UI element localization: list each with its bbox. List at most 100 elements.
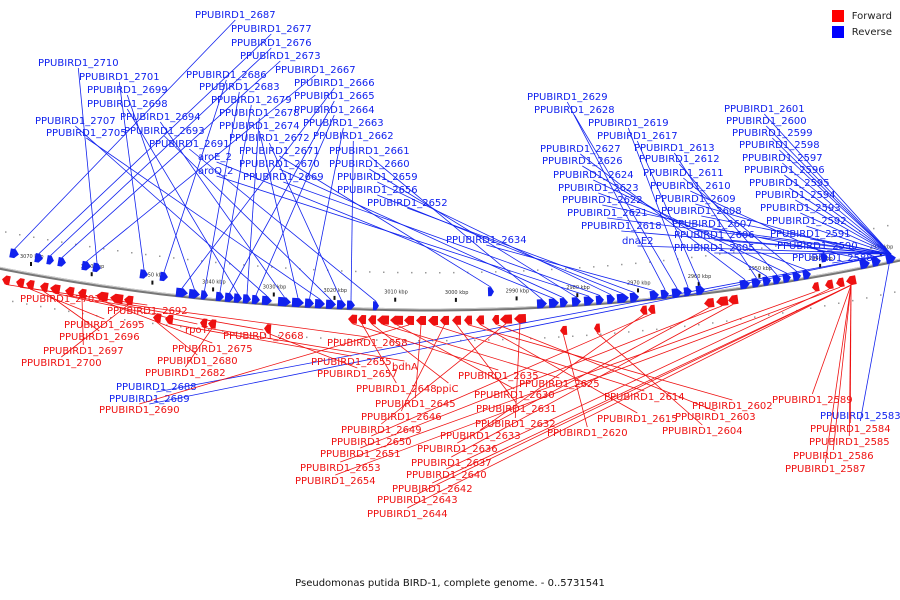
forward-gene-arrow	[825, 279, 834, 290]
leader-line	[181, 87, 335, 289]
leader-line	[789, 187, 892, 255]
reverse-gene-label: PPUBIRD1_2594	[755, 190, 836, 201]
dot-mark	[145, 253, 147, 256]
dot-mark	[537, 269, 539, 271]
forward-gene-arrow	[492, 314, 500, 325]
dot-mark	[453, 271, 455, 274]
leader-line	[204, 91, 240, 291]
forward-gene-arrow	[26, 279, 35, 290]
forward-gene-label: PPUBIRD1_2586	[793, 451, 874, 462]
dot-mark	[117, 250, 119, 252]
dot-mark	[292, 335, 294, 338]
leader-line	[824, 285, 852, 464]
leader-line	[832, 285, 852, 451]
dot-mark	[740, 318, 742, 320]
reverse-gene-label: PPUBIRD1_2595	[749, 178, 830, 189]
leader-line	[86, 137, 321, 300]
reverse-gene-label: PPUBIRD1_2694	[120, 112, 201, 123]
leader-line	[19, 286, 148, 306]
leader-line	[806, 225, 892, 255]
reverse-gene-label: PPUBIRD1_2590	[777, 241, 858, 252]
reverse-gene-label: PPUBIRD1_2634	[446, 235, 527, 246]
leader-line	[14, 19, 236, 250]
reverse-gene-label: PPUBIRD1_2667	[275, 65, 356, 76]
forward-gene-label: PPUBIRD1_2589	[772, 395, 853, 406]
reverse-gene-label: PPUBIRD1_2699	[87, 85, 168, 96]
forward-gene-label: PPUBIRD1_2645	[375, 399, 456, 410]
dot-mark	[579, 267, 581, 269]
reverse-gene-label: PPUBIRD1_2666	[294, 78, 375, 89]
leader-line	[283, 181, 601, 296]
leader-line	[467, 324, 733, 401]
forward-gene-arrow	[846, 275, 857, 286]
leader-line	[279, 155, 492, 288]
reverse-gene-label: PPUBIRD1_2621	[567, 208, 648, 219]
forward-gene-arrow	[704, 297, 715, 308]
forward-gene-label: PPUBIRD1_2649	[341, 425, 422, 436]
dot-mark	[208, 329, 210, 331]
leader-line	[50, 47, 272, 256]
reverse-gene-label: PPUBIRD1_2596	[744, 165, 825, 176]
reverse-gene-label: PPUBIRD1_2592	[766, 216, 847, 227]
reverse-gene-label: PPUBIRD1_2652	[367, 198, 448, 209]
reverse-gene-label: aroQ_2	[198, 166, 233, 177]
dot-mark	[285, 267, 287, 269]
dot-mark	[635, 262, 637, 265]
forward-gene-arrow	[2, 275, 11, 286]
forward-gene-label: PPUBIRD1_2640	[406, 470, 487, 481]
forward-gene-arrow	[836, 277, 845, 288]
forward-gene-label: PPUBIRD1_2587	[785, 464, 866, 475]
leader-line	[573, 114, 678, 289]
forward-gene-arrow	[368, 315, 377, 325]
forward-gene-label: PPUBIRD1_2630	[474, 390, 555, 401]
forward-gene-label: PPUBIRD1_2675	[172, 344, 253, 355]
reverse-gene-label: PPUBIRD1_2607	[672, 219, 753, 230]
dot-mark	[215, 261, 217, 264]
tick-mark	[212, 287, 215, 292]
dot-mark	[502, 338, 504, 341]
forward-gene-arrow	[439, 315, 450, 325]
forward-gene-label: PPUBIRD1_2700	[21, 358, 102, 369]
tick-mark	[90, 272, 93, 277]
leader-line	[714, 239, 892, 255]
reverse-gene-arrow	[251, 294, 260, 305]
forward-gene-label: PPUBIRD1_2637	[411, 458, 492, 469]
leader-line	[598, 192, 808, 271]
leader-line	[627, 127, 689, 288]
reverse-gene-label: PPUBIRD1_2591	[770, 229, 851, 240]
leader-line	[156, 321, 198, 356]
leader-line	[607, 217, 892, 255]
leader-line	[636, 140, 701, 286]
legend-item-reverse: Reverse	[831, 24, 892, 40]
tick-label: 2960 kbp	[688, 274, 712, 280]
dot-mark	[852, 299, 854, 302]
forward-gene-arrow	[514, 313, 527, 324]
forward-gene-arrow	[416, 315, 427, 326]
leader-line	[701, 215, 892, 255]
dot-mark	[250, 332, 252, 335]
forward-gene-label: PPUBIRD1_2642	[392, 484, 473, 495]
dot-mark	[5, 231, 7, 233]
dot-mark	[446, 339, 448, 342]
leader-line	[43, 291, 100, 332]
tick-mark	[819, 263, 822, 268]
leader-line	[335, 286, 841, 476]
dot-mark	[565, 267, 567, 270]
forward-gene-arrow	[358, 314, 367, 325]
dot-mark	[866, 297, 868, 299]
forward-gene-label: PPUBIRD1_2584	[810, 424, 891, 435]
dot-mark	[775, 245, 777, 247]
leader-line	[766, 125, 892, 255]
forward-gene-label: PPUBIRD1_2603	[675, 412, 756, 423]
reverse-gene-arrow	[548, 298, 559, 308]
reverse-gene-arrow	[336, 300, 346, 310]
reverse-gene-arrow	[859, 259, 870, 270]
leader-line	[377, 181, 612, 296]
dot-mark	[278, 334, 280, 337]
reverse-gene-label: PPUBIRD1_2608	[661, 206, 742, 217]
forward-gene-arrow	[40, 282, 49, 293]
leader-line	[189, 148, 377, 302]
forward-gene-label: PPUBIRD1_2646	[361, 412, 442, 423]
reverse-gene-arrow	[802, 270, 811, 280]
dot-mark	[12, 300, 14, 303]
